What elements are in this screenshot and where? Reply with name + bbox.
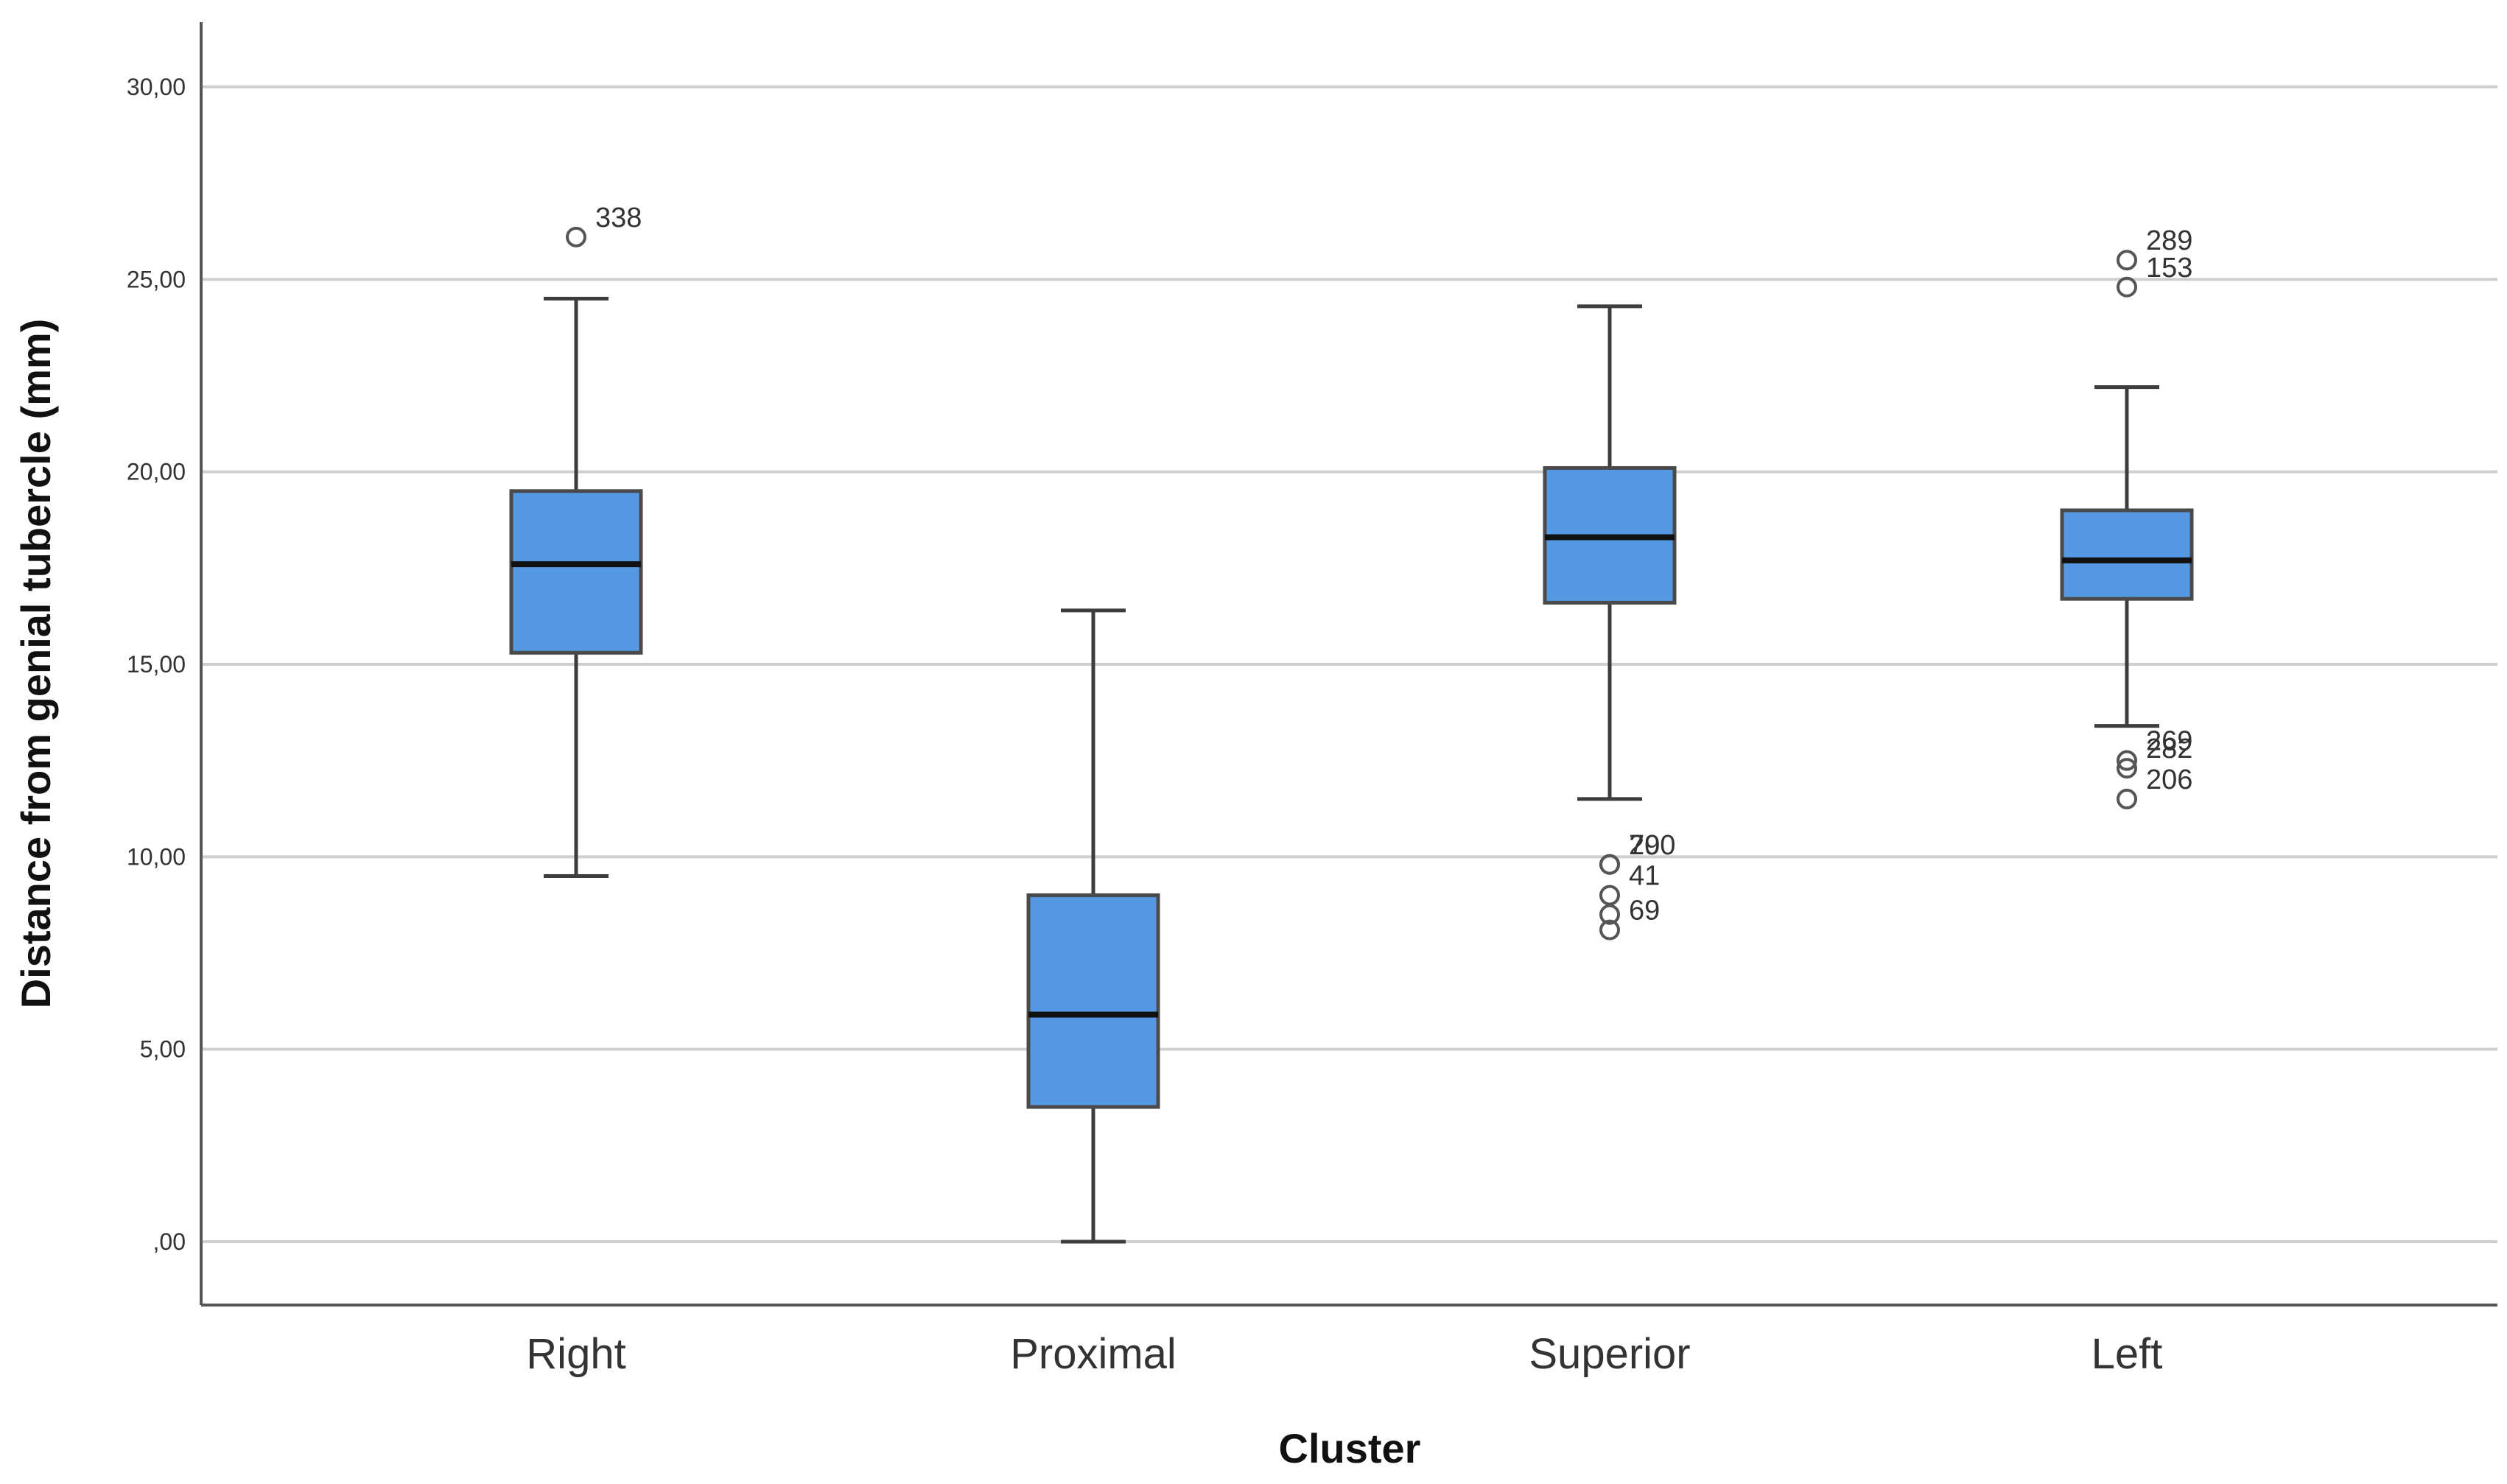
box-iqr (2060, 508, 2194, 601)
outlier-point (566, 226, 586, 247)
y-tick-label: 10,00 (127, 843, 186, 870)
outlier-point (1599, 919, 1620, 940)
outlier-point (2117, 276, 2137, 298)
outlier-label: 153 (2146, 253, 2192, 284)
outlier-label: 69 (1629, 896, 1660, 926)
outlier-point (1599, 854, 1620, 875)
x-tick-label: Left (2091, 1330, 2163, 1378)
outlier-label: 70 (1629, 830, 1660, 861)
outlier-label: 41 (1629, 861, 1660, 892)
outlier-label: 269 (2146, 726, 2192, 757)
x-tick-labels: Right Proximal Superior Left (526, 1330, 2162, 1378)
x-tick-label: Right (526, 1330, 625, 1378)
y-tick-label: ,00 (153, 1228, 186, 1255)
y-tick-label: 25,00 (127, 266, 186, 292)
outlier-point (2117, 250, 2137, 271)
outlier-label: 289 (2146, 225, 2192, 256)
outlier-label: 290 (1629, 830, 1675, 861)
box-proximal (1026, 608, 1160, 1244)
outlier-point (2117, 758, 2137, 779)
outlier-point (1599, 904, 1620, 925)
box-iqr (509, 489, 643, 655)
outlier-label: 282 (2146, 734, 2192, 764)
outlier-label: 206 (2146, 764, 2192, 795)
y-tick-label: 30,00 (127, 74, 186, 100)
outlier-label: 338 (595, 203, 642, 233)
box-right: 338 (509, 203, 643, 878)
y-tick-labels: ,00 5,00 10,00 15,00 20,00 25,00 30,00 (127, 74, 186, 1255)
y-tick-label: 15,00 (127, 651, 186, 678)
y-tick-label: 5,00 (140, 1036, 186, 1063)
x-axis-title: Cluster (1279, 1425, 1421, 1471)
box-iqr (1026, 893, 1160, 1109)
outlier-point (2117, 750, 2137, 771)
outlier-point (1599, 885, 1620, 906)
gridlines (201, 85, 2497, 1243)
x-tick-label: Superior (1529, 1330, 1690, 1378)
axes (200, 22, 2497, 1307)
y-tick-label: 20,00 (127, 459, 186, 485)
x-tick-label: Proximal (1010, 1330, 1177, 1378)
outlier-point (2117, 788, 2137, 809)
y-axis-title: Distance from genial tubercle (mm) (13, 319, 59, 1009)
